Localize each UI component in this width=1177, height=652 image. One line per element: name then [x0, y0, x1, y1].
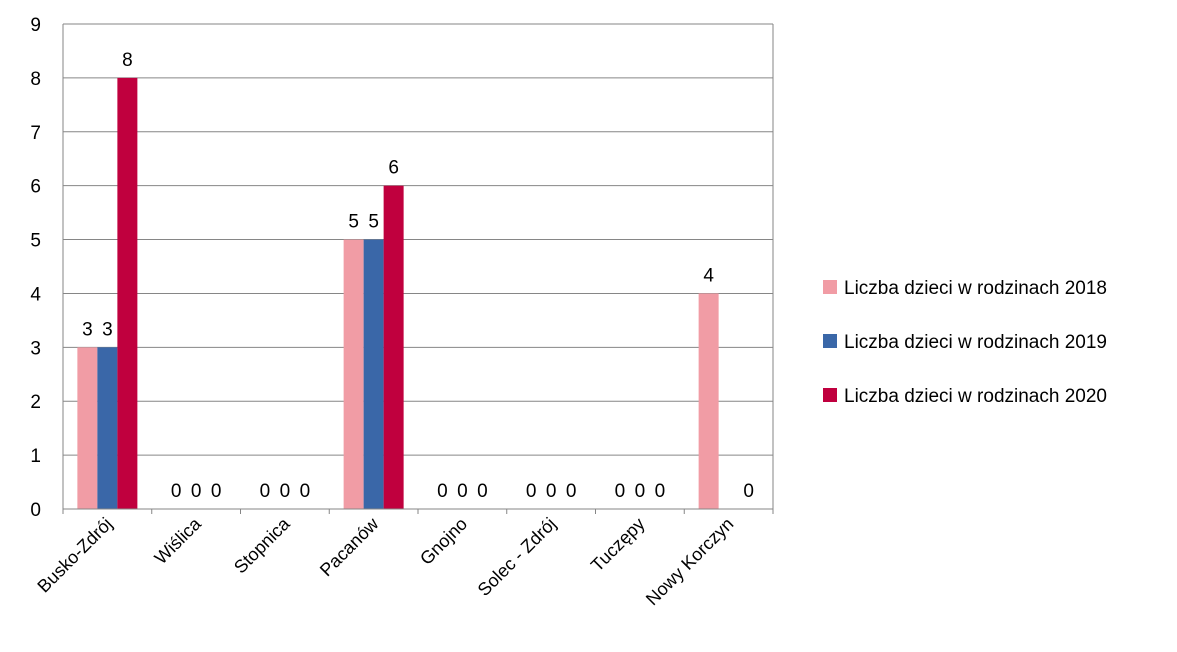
x-category-label: Busko-Zdrój [33, 514, 116, 597]
legend: Liczba dzieci w rodzinach 2018 Liczba dzi… [823, 278, 1107, 407]
y-tick-label: 2 [30, 392, 41, 413]
bars [77, 77, 719, 510]
x-category-label: Tuczępy [587, 514, 649, 576]
y-tick-label: 0 [30, 500, 41, 521]
legend-label: Liczba dzieci w rodzinach 2020 [844, 386, 1107, 407]
y-tick-label: 1 [30, 446, 41, 467]
data-label: 0 [260, 481, 271, 502]
data-label: 0 [457, 481, 468, 502]
data-label: 0 [171, 481, 182, 502]
data-label: 4 [703, 265, 714, 286]
data-label: 0 [635, 481, 646, 502]
data-label: 3 [82, 319, 93, 340]
y-tick-label: 6 [30, 177, 41, 198]
x-category-label: Gnojno [416, 514, 471, 569]
gridlines [63, 23, 774, 509]
data-label: 8 [122, 50, 133, 71]
bar [97, 347, 118, 509]
y-tick-label: 8 [30, 69, 41, 90]
bar [117, 77, 138, 509]
x-category-label: Wiślica [151, 513, 206, 568]
bar [343, 239, 364, 510]
data-label: 0 [191, 481, 202, 502]
data-label: 5 [368, 212, 379, 233]
bar [698, 293, 719, 509]
legend-swatch [823, 334, 837, 348]
data-label: 0 [546, 481, 557, 502]
data-label: 0 [743, 481, 754, 502]
y-tick-label: 9 [30, 15, 41, 36]
data-labels: 3 380 0 0 0 0 05 560 0 0 0 0 0 0 0 040 [82, 50, 754, 502]
legend-swatch [823, 280, 837, 294]
data-label: 6 [388, 158, 399, 179]
legend-swatch [823, 388, 837, 402]
bar [363, 239, 384, 510]
bar [77, 347, 98, 509]
y-tick-label: 3 [30, 338, 41, 359]
y-tick-label: 4 [30, 284, 41, 305]
legend-label: Liczba dzieci w rodzinach 2018 [844, 278, 1107, 299]
data-label: 0 [655, 481, 666, 502]
legend-label: Liczba dzieci w rodzinach 2019 [844, 332, 1107, 353]
y-tick-label: 7 [30, 123, 41, 144]
y-tick-label: 5 [30, 231, 41, 252]
data-label: 0 [566, 481, 577, 502]
data-label: 0 [300, 481, 311, 502]
data-label: 0 [477, 481, 488, 502]
x-category-label: Solec - Zdrój [474, 514, 560, 600]
data-label: 0 [437, 481, 448, 502]
data-label: 0 [526, 481, 537, 502]
data-label: 3 [102, 319, 113, 340]
data-label: 0 [211, 481, 222, 502]
x-category-label: Stopnica [230, 513, 294, 577]
data-label: 5 [348, 212, 359, 233]
data-label: 0 [615, 481, 626, 502]
x-category-label: Pacanów [316, 513, 383, 580]
bar [383, 185, 404, 509]
x-category-label: Nowy Korczyn [642, 514, 737, 609]
data-label: 0 [280, 481, 291, 502]
